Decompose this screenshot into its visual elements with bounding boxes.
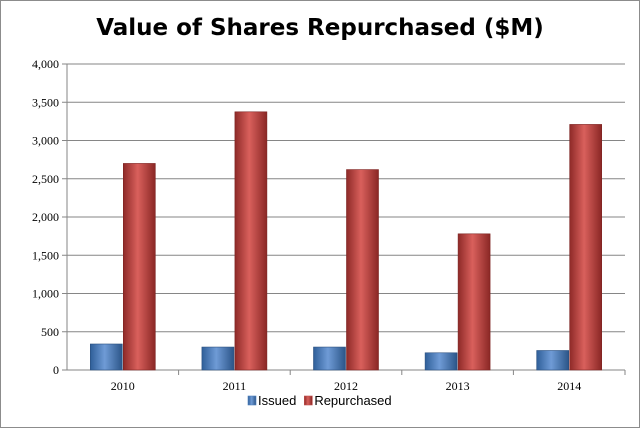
legend-swatch-issued — [247, 395, 257, 406]
y-tick-label: 500 — [41, 325, 59, 339]
gridlines — [67, 63, 625, 333]
x-tick-label: 2014 — [557, 379, 581, 393]
chart-title: Value of Shares Repurchased ($M) — [96, 15, 544, 41]
bar-issued-2011 — [201, 346, 235, 371]
y-tick-label: 3,500 — [32, 95, 59, 109]
legend-label-repurchased: Repurchased — [314, 393, 391, 408]
bar-repurchased-2013 — [457, 233, 491, 371]
bar-issued-2014 — [536, 350, 570, 371]
bar-repurchased-2010 — [123, 163, 156, 371]
bar-issued-2012 — [313, 346, 346, 371]
bar-repurchased-2014 — [569, 124, 603, 371]
x-tick-label: 2011 — [223, 379, 247, 393]
bar-issued-2013 — [424, 352, 458, 371]
y-tick-label: 2,500 — [32, 172, 59, 186]
y-tick-label: 3,000 — [32, 134, 59, 148]
y-tick-label: 4,000 — [32, 57, 59, 71]
axes — [62, 63, 626, 375]
bars — [90, 111, 603, 371]
x-tick-label: 2010 — [111, 379, 135, 393]
legend: Issued Repurchased — [247, 393, 392, 408]
y-tick-label: 0 — [53, 363, 59, 377]
bar-repurchased-2011 — [234, 111, 268, 371]
y-tick-label: 1,000 — [32, 287, 59, 301]
y-tick-label: 1,500 — [32, 248, 59, 262]
y-tick-label: 2,000 — [32, 210, 59, 224]
x-tick-label: 2012 — [334, 379, 358, 393]
legend-label-issued: Issued — [258, 393, 296, 408]
bar-repurchased-2012 — [346, 169, 379, 371]
x-tick-label: 2013 — [446, 379, 470, 393]
bar-issued-2010 — [90, 343, 123, 371]
legend-swatch-repurchased — [304, 395, 313, 406]
tick-labels: 0 500 1,000 1,500 2,000 2,500 3,000 3,500 4,000 2… — [32, 57, 581, 393]
